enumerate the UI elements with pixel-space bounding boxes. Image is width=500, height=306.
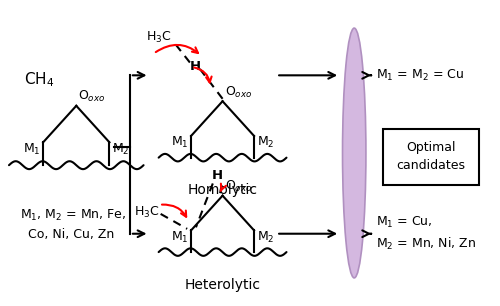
- FancyBboxPatch shape: [384, 129, 478, 185]
- Text: H: H: [212, 169, 224, 182]
- Text: M$_1$ = Cu,
M$_2$ = Mn, Ni, Zn: M$_1$ = Cu, M$_2$ = Mn, Ni, Zn: [376, 215, 476, 252]
- Text: M$_2$: M$_2$: [256, 135, 274, 151]
- Text: M$_1$, M$_2$ = Mn, Fe,
  Co, Ni, Cu, Zn: M$_1$, M$_2$ = Mn, Fe, Co, Ni, Cu, Zn: [20, 208, 126, 241]
- Text: H$_3$C: H$_3$C: [146, 30, 172, 45]
- Text: CH$_4$: CH$_4$: [24, 71, 54, 89]
- Text: M$_1$ = M$_2$ = Cu: M$_1$ = M$_2$ = Cu: [376, 68, 464, 83]
- Text: O$_{oxo}$: O$_{oxo}$: [224, 179, 252, 194]
- Text: O$_{oxo}$: O$_{oxo}$: [78, 89, 106, 104]
- Text: M$_1$: M$_1$: [171, 135, 188, 151]
- Text: M$_2$: M$_2$: [256, 230, 274, 245]
- Text: M$_2$: M$_2$: [112, 142, 130, 157]
- Text: Optimal
candidates: Optimal candidates: [396, 141, 466, 172]
- Text: Heterolytic: Heterolytic: [184, 278, 260, 292]
- Text: O$_{oxo}$: O$_{oxo}$: [224, 84, 252, 100]
- Text: Homolytic: Homolytic: [188, 184, 258, 197]
- Ellipse shape: [342, 28, 366, 278]
- Text: H$_3$C: H$_3$C: [134, 205, 160, 220]
- Text: M$_1$: M$_1$: [23, 142, 40, 157]
- Text: M$_1$: M$_1$: [171, 230, 188, 245]
- Text: H: H: [190, 60, 202, 73]
